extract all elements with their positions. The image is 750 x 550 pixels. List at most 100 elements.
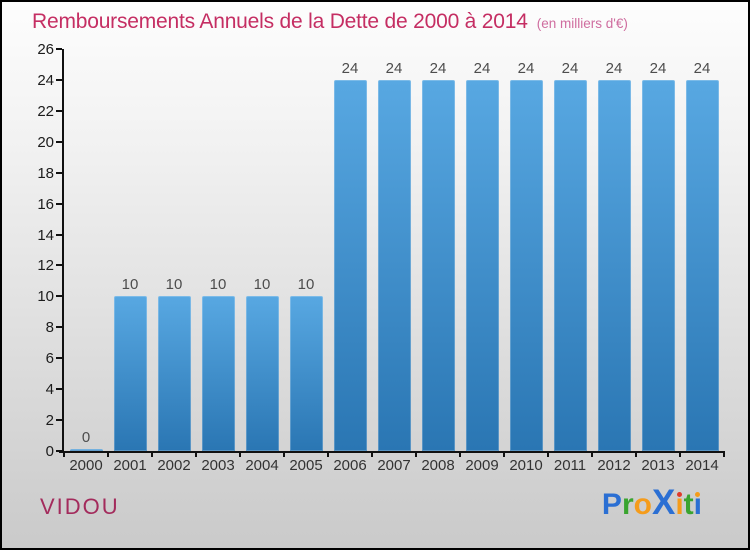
- bar-value-label: 24: [385, 59, 403, 77]
- y-axis-tick-label: 24: [37, 71, 54, 89]
- x-axis-tick-label: 2013: [641, 457, 675, 474]
- x-axis-tick: [63, 451, 65, 457]
- x-axis-tick-label: 2003: [201, 457, 235, 474]
- bar-2006[interactable]: [333, 79, 367, 451]
- x-axis-tick: [679, 451, 681, 457]
- logo-letter-i: ı: [693, 488, 702, 521]
- y-axis-tick-label: 10: [37, 288, 54, 306]
- x-axis-tick: [415, 451, 417, 457]
- y-axis-tick-label: 0: [45, 443, 54, 460]
- y-axis-tick: [56, 202, 62, 205]
- bar-2008[interactable]: [421, 79, 455, 451]
- y-axis-tick-label: 26: [37, 41, 54, 58]
- x-axis-tick-label: 2006: [333, 457, 367, 474]
- x-axis-tick-label: 2005: [289, 457, 323, 474]
- logo-letter-P: P: [601, 488, 622, 521]
- y-axis-tick: [56, 171, 62, 174]
- y-axis-tick: [56, 264, 62, 267]
- bar-2001[interactable]: [113, 296, 147, 451]
- x-axis-tick: [723, 451, 725, 457]
- y-axis-tick-label: 16: [37, 195, 54, 213]
- bar-2014[interactable]: [685, 79, 719, 451]
- y-axis-tick-label: 6: [45, 350, 54, 368]
- y-axis-tick: [56, 109, 62, 112]
- bar-2007[interactable]: [377, 79, 411, 451]
- logo-letter-dot: [676, 492, 682, 497]
- bar-value-label: 24: [605, 59, 623, 77]
- bar-2003[interactable]: [201, 296, 235, 451]
- y-axis-tick-label: 22: [37, 102, 54, 120]
- y-axis-tick-label: 14: [37, 226, 54, 244]
- bar-2012[interactable]: [597, 79, 631, 451]
- y-axis-tick: [56, 326, 62, 329]
- y-axis-tick: [56, 78, 62, 81]
- logo-letter-dot: [695, 492, 701, 497]
- y-axis-tick: [56, 419, 62, 422]
- title-row: Remboursements Annuels de la Dette de 20…: [32, 10, 628, 34]
- x-axis-tick: [591, 451, 593, 457]
- y-axis-line: [62, 49, 64, 453]
- x-axis-tick-label: 2007: [377, 457, 411, 474]
- logo-letter-i: ı: [675, 488, 684, 521]
- commune-name: VIDOU: [40, 494, 120, 519]
- bar-2004[interactable]: [245, 296, 279, 451]
- y-axis-tick: [56, 450, 62, 452]
- x-axis-tick: [283, 451, 285, 457]
- x-axis-tick: [239, 451, 241, 457]
- x-axis-line: [59, 451, 724, 453]
- bar-value-label: 24: [649, 59, 667, 77]
- x-axis-tick-label: 2002: [157, 457, 191, 474]
- x-axis-tick-label: 2014: [685, 457, 719, 474]
- x-axis-tick: [635, 451, 637, 457]
- x-axis-tick-label: 2009: [465, 457, 499, 474]
- x-axis-tick: [459, 451, 461, 457]
- y-axis-tick: [56, 233, 62, 236]
- y-axis-tick: [56, 295, 62, 298]
- y-axis-tick: [56, 388, 62, 391]
- y-axis-tick: [56, 357, 62, 360]
- bar-2002[interactable]: [157, 296, 191, 451]
- x-axis-tick-label: 2011: [553, 457, 587, 474]
- x-axis-tick-label: 2004: [245, 457, 279, 474]
- logo-letter-r: r: [621, 488, 634, 521]
- bar-value-label: 24: [429, 59, 447, 77]
- x-axis-tick: [547, 451, 549, 457]
- bar-2005[interactable]: [289, 296, 323, 451]
- bar-value-label: 24: [517, 59, 535, 77]
- bar-value-label: 24: [561, 59, 579, 77]
- bar-value-label: 10: [121, 276, 139, 294]
- logo-letter-t: t: [683, 488, 694, 521]
- bar-value-label: 0: [81, 428, 91, 446]
- bar-value-label: 24: [341, 59, 359, 77]
- y-axis-tick: [56, 140, 62, 143]
- bar-value-label: 10: [253, 276, 271, 294]
- bar-2013[interactable]: [641, 79, 675, 451]
- bar-value-label: 10: [209, 276, 227, 294]
- logo-letter-X: X: [651, 483, 676, 522]
- x-axis-tick-label: 2001: [113, 457, 147, 474]
- bar-2009[interactable]: [465, 79, 499, 451]
- x-axis-tick-label: 2010: [509, 457, 543, 474]
- y-axis-tick-label: 20: [37, 133, 54, 151]
- bar-2000[interactable]: [69, 448, 103, 451]
- x-axis-tick: [503, 451, 505, 457]
- y-axis-tick-label: 4: [45, 381, 54, 399]
- bar-value-label: 10: [297, 276, 315, 294]
- x-axis-tick-label: 2000: [69, 457, 103, 474]
- bar-2010[interactable]: [509, 79, 543, 451]
- logo-letter-o: o: [633, 488, 652, 521]
- bar-2011[interactable]: [553, 79, 587, 451]
- x-axis-tick-label: 2012: [597, 457, 631, 474]
- chart-title: Remboursements Annuels de la Dette de 20…: [32, 10, 528, 33]
- bar-value-label: 24: [693, 59, 711, 77]
- x-axis-tick: [195, 451, 197, 457]
- x-axis-tick: [327, 451, 329, 457]
- bar-value-label: 10: [165, 276, 183, 294]
- bar-value-label: 24: [473, 59, 491, 77]
- y-axis-tick-label: 8: [45, 319, 54, 337]
- y-axis-tick: [56, 48, 62, 50]
- proxiti-logo[interactable]: ProXı tı: [602, 484, 702, 524]
- y-axis-tick-label: 18: [37, 164, 54, 182]
